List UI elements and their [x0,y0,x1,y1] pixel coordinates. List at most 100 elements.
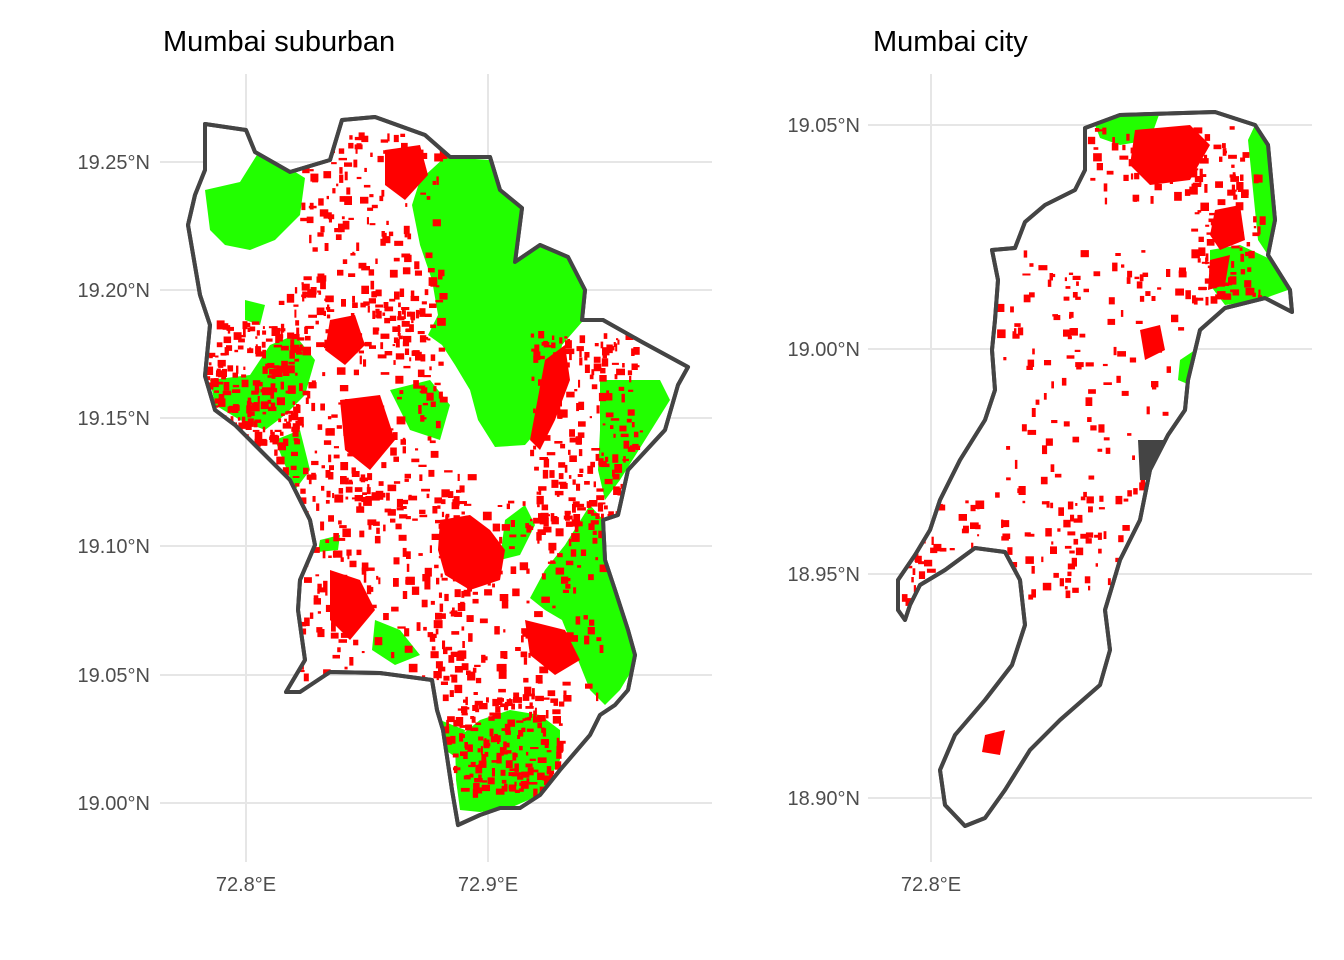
built-up-patch [379,422,386,428]
built-up-patch [534,611,543,618]
built-up-patch [1128,159,1134,167]
built-up-patch [286,293,295,303]
built-up-patch [281,360,288,369]
built-up-patch [573,587,577,594]
built-up-patch [339,174,344,183]
built-up-patch [481,784,490,792]
built-up-patch [481,754,487,762]
built-up-patch [628,504,632,510]
built-up-patch [328,555,332,558]
built-up-patch [1189,186,1198,195]
built-up-patch [525,635,533,639]
built-up-patch [1064,586,1068,590]
built-up-patch [317,424,323,430]
built-up-patch [323,212,332,219]
built-up-patch [546,452,556,456]
lat-tick-label: 18.90°N [788,788,861,810]
built-up-patch [595,453,600,461]
built-up-patch [344,171,348,181]
built-up-patch [336,351,345,357]
built-up-patch [326,314,331,319]
built-up-patch [461,626,465,631]
built-up-patch [362,401,369,409]
built-up-patch [621,393,625,403]
built-up-patch [423,375,431,378]
built-up-patch [537,536,540,544]
built-up-patch [344,613,352,621]
built-up-patch [302,165,310,174]
built-up-patch [304,326,308,334]
built-up-patch [1095,563,1098,567]
built-up-patch [430,651,439,659]
built-up-patch [528,526,534,530]
built-up-patch [530,333,535,338]
built-up-patch [1106,170,1114,175]
built-up-patch [267,375,276,378]
built-up-patch [271,365,278,369]
built-up-patch [593,481,596,488]
built-up-patch [322,550,326,559]
built-up-patch [360,474,366,483]
built-up-patch [471,716,476,723]
built-up-patch [262,349,266,359]
built-up-patch [358,350,364,354]
built-up-patch [327,416,332,420]
built-up-patch [434,382,441,386]
built-up-patch [292,401,296,405]
built-up-patch [1146,134,1151,143]
built-up-patch [278,300,285,305]
built-up-patch [372,420,376,427]
built-up-patch [270,383,276,392]
built-up-patch [399,288,405,297]
built-up-patch [1040,476,1048,485]
built-up-patch [563,695,572,702]
built-up-patch [1210,218,1217,226]
built-up-patch [388,164,394,167]
built-up-patch [519,745,523,751]
built-up-patch [492,698,499,707]
built-up-patch [978,577,982,582]
built-up-patch [613,486,620,495]
built-up-patch [1204,184,1208,193]
built-up-patch [632,443,639,450]
built-up-patch [356,242,360,251]
built-up-patch [410,290,415,298]
built-up-patch [515,647,521,651]
built-up-patch [459,501,467,505]
built-up-patch [427,268,435,273]
built-up-patch [1067,563,1075,570]
built-up-patch [492,523,501,532]
built-up-patch [424,567,432,577]
built-up-patch [1141,250,1146,253]
built-up-patch [937,597,944,601]
built-up-patch [327,677,333,683]
built-up-patch [926,568,936,573]
built-up-patch [498,670,507,679]
built-up-patch [1050,502,1054,509]
built-up-patch [232,372,238,378]
built-up-patch [216,342,223,348]
built-up-patch [207,382,214,390]
built-up-patch [1041,501,1050,505]
built-up-patch [604,478,613,485]
built-up-patch [341,216,345,220]
built-up-patch [538,379,544,386]
lat-tick-label: 19.10°N [78,536,151,558]
built-up-patch [446,541,452,545]
built-up-patch [429,366,432,371]
built-up-patch [403,365,411,369]
built-up-patch [371,492,379,499]
built-up-patch [309,202,314,210]
built-up-patch [475,677,482,684]
built-up-patch [1085,532,1094,538]
built-up-patch [930,547,938,554]
built-up-patch [467,474,477,481]
built-up-patch [1041,556,1044,563]
built-up-patch [508,546,515,550]
built-up-patch [526,568,530,574]
built-up-patch [381,462,387,469]
built-up-patch [560,483,568,489]
built-up-patch [510,520,515,527]
built-up-patch [1134,593,1139,600]
built-up-patch [1067,336,1072,340]
